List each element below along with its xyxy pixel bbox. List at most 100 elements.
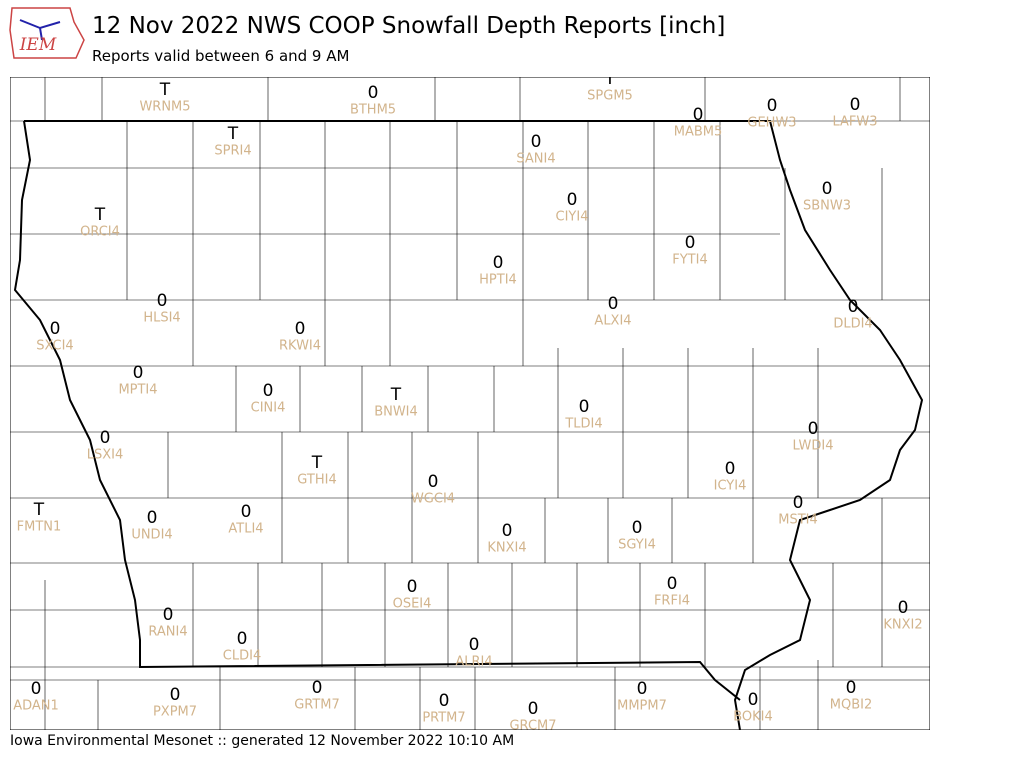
station-label: OSEI4: [393, 597, 432, 612]
station-value: T: [159, 80, 171, 100]
station-value: 0: [567, 190, 578, 210]
station-value: 0: [263, 381, 274, 401]
station-value: 0: [748, 690, 759, 710]
station-label: LWDI4: [792, 439, 833, 454]
station-value: 0: [808, 419, 819, 439]
station-value: 0: [848, 297, 859, 317]
station-value: 0: [469, 635, 480, 655]
station-value: 0: [693, 105, 704, 125]
station-label: CIYI4: [556, 210, 589, 225]
station-label: CINI4: [251, 401, 286, 416]
station-label: ADAN1: [13, 699, 59, 714]
station-value: 0: [157, 291, 168, 311]
station-label: MABM5: [674, 125, 723, 140]
station-label: ALXI4: [594, 314, 631, 329]
station-label: PRTM7: [422, 711, 465, 726]
station-label: UNDI4: [131, 528, 172, 543]
station-value: 0: [428, 472, 439, 492]
station-value: 0: [685, 233, 696, 253]
station-value: 0: [241, 502, 252, 522]
station-label: SANI4: [516, 152, 555, 167]
station-value: 0: [637, 679, 648, 699]
station-value: T: [390, 385, 402, 405]
station-value: 0: [31, 679, 42, 699]
station-value: 0: [237, 629, 248, 649]
logo-icon: [19, 19, 61, 41]
station-value: 0: [608, 294, 619, 314]
station-value: 0: [439, 691, 450, 711]
station-value: 0: [50, 319, 61, 339]
station-value: 0: [632, 518, 643, 538]
station-label: MSTI4: [778, 513, 818, 528]
logo-text: IEM: [19, 35, 57, 55]
station-value: 0: [312, 678, 323, 698]
station-value: 0: [133, 363, 144, 383]
station-label: RKWI4: [279, 339, 321, 354]
station-label: FMTN1: [17, 520, 62, 535]
station-label: LAFW3: [832, 115, 877, 130]
subtitle: Reports valid between 6 and 9 AM: [92, 47, 349, 65]
station-label: SPRI4: [214, 144, 251, 159]
footer: Iowa Environmental Mesonet :: generated …: [10, 733, 514, 749]
station-label: BTHM5: [350, 103, 396, 118]
station-label: SPGM5: [587, 89, 633, 104]
station-label: ORCI4: [80, 225, 120, 240]
station-value: T: [94, 205, 106, 225]
station-value: 0: [725, 459, 736, 479]
station-value: 0: [368, 83, 379, 103]
station-label: LSXI4: [87, 448, 124, 463]
station-value: 0: [502, 521, 513, 541]
title: 12 Nov 2022 NWS COOP Snowfall Depth Repo…: [92, 13, 725, 39]
station-label: RANI4: [148, 625, 187, 640]
station-value: 0: [531, 132, 542, 152]
state-border: [13, 120, 924, 730]
station-label: MMPM7: [617, 699, 667, 714]
station-value: 0: [898, 598, 909, 618]
station-value: 0: [579, 397, 590, 417]
station-label: KNXI4: [487, 541, 526, 556]
station-value: 0: [850, 95, 861, 115]
station-value: 0: [295, 319, 306, 339]
station-value: 0: [667, 574, 678, 594]
station-label: PXPM7: [153, 705, 197, 720]
station-value: 0: [528, 699, 539, 719]
logo-shape: [9, 7, 85, 59]
station-value: T: [604, 69, 616, 89]
station-label: SBNW3: [803, 199, 851, 214]
station-label: HLSI4: [143, 311, 180, 326]
station-value: 0: [767, 96, 778, 116]
station-label: ICYI4: [714, 479, 747, 494]
station-value: 0: [407, 577, 418, 597]
station-value: T: [311, 453, 323, 473]
station-value: 0: [100, 428, 111, 448]
station-value: T: [33, 500, 45, 520]
station-label: CLDI4: [223, 649, 261, 664]
station-label: BNWI4: [374, 405, 418, 420]
county-lines: [10, 77, 930, 730]
station-label: MPTI4: [118, 383, 157, 398]
station-label: ATLI4: [228, 522, 263, 537]
station-label: GEHW3: [747, 116, 796, 131]
station-label: FRFI4: [654, 594, 690, 609]
station-label: SGYI4: [618, 538, 656, 553]
station-label: KNXI2: [883, 618, 922, 633]
station-value: 0: [793, 493, 804, 513]
station-label: GTHI4: [297, 473, 336, 488]
station-label: SXCI4: [36, 339, 73, 354]
station-label: TLDI4: [564, 417, 602, 432]
station-value: 0: [147, 508, 158, 528]
station-value: 0: [846, 678, 857, 698]
station-label: FYTI4: [672, 253, 707, 268]
station-label: ALRI4: [455, 655, 492, 670]
station-label: GRCM7: [509, 719, 556, 734]
station-label: DLDI4: [833, 317, 872, 332]
station-label: BOKI4: [733, 710, 773, 725]
station-label: HPTI4: [479, 273, 517, 288]
station-value: 0: [822, 179, 833, 199]
station-value: 0: [163, 605, 174, 625]
logo: IEM: [9, 7, 85, 59]
station-label: GRTM7: [294, 698, 340, 713]
station-value: T: [227, 124, 239, 144]
